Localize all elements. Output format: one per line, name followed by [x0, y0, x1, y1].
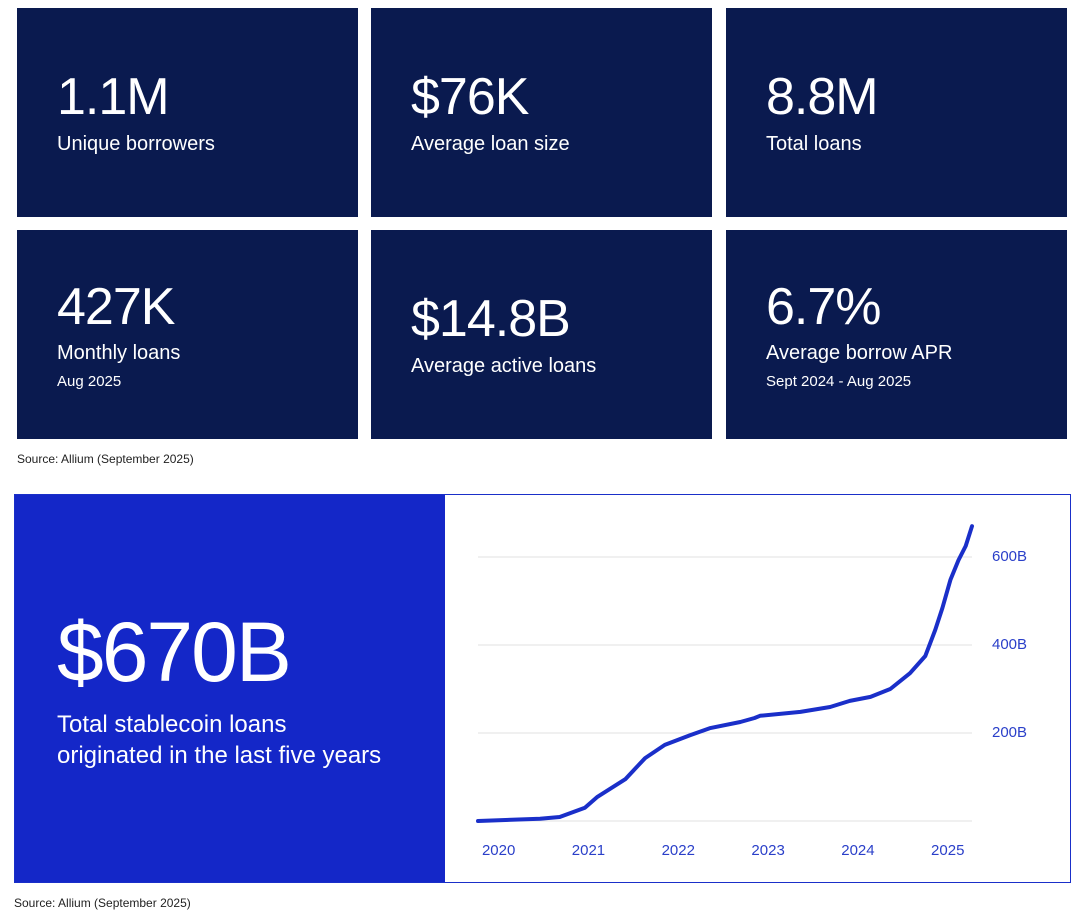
- stat-label: Average borrow APR: [766, 342, 953, 365]
- stat-value: 427K: [57, 277, 175, 336]
- y-tick-label: 200B: [992, 724, 1027, 741]
- stat-label: Monthly loans: [57, 342, 181, 365]
- x-tick-label: 2022: [662, 842, 695, 859]
- x-tick-label: 2025: [931, 842, 964, 859]
- highlight-value: $670B: [57, 605, 292, 700]
- y-tick-label: 400B: [992, 636, 1027, 653]
- stat-note: Sept 2024 - Aug 2025: [766, 373, 912, 391]
- stat-value: $76K: [411, 68, 529, 127]
- stat-tile: 1.1M Unique borrowers: [17, 8, 358, 217]
- source-note: Source: Allium (September 2025): [17, 452, 194, 466]
- stat-label: Average loan size: [411, 132, 570, 155]
- x-tick-label: 2023: [751, 842, 784, 859]
- highlight-label: originated in the last five years: [57, 741, 382, 769]
- stat-value: 1.1M: [57, 68, 170, 127]
- stat-label: Average active loans: [411, 354, 597, 377]
- stat-tile: $76K Average loan size: [371, 8, 712, 217]
- stat-tile: 427K Monthly loans Aug 2025: [17, 230, 358, 439]
- source-note: Source: Allium (September 2025): [14, 896, 191, 910]
- stat-value: 6.7%: [766, 277, 882, 336]
- highlight: $670B Total stablecoin loans originated …: [15, 495, 445, 882]
- stat-tile: $14.8B Average active loans: [371, 230, 712, 439]
- x-tick-label: 2020: [482, 842, 515, 859]
- y-tick-label: 600B: [992, 548, 1027, 565]
- stat-tile: 8.8M Total loans: [726, 8, 1067, 217]
- x-tick-label: 2024: [841, 842, 874, 859]
- stat-label: Unique borrowers: [57, 132, 215, 155]
- stat-tile: 6.7% Average borrow APR Sept 2024 - Aug 20…: [726, 230, 1067, 439]
- stat-value: 8.8M: [766, 68, 879, 127]
- chart-panel: $670B Total stablecoin loans originated …: [14, 494, 1071, 883]
- stat-note: Aug 2025: [57, 373, 122, 391]
- data-line: [476, 524, 974, 823]
- x-tick-label: 2021: [572, 842, 605, 859]
- stat-label: Total loans: [766, 132, 862, 155]
- highlight-label: Total stablecoin loans: [57, 710, 287, 738]
- stat-value: $14.8B: [411, 290, 571, 349]
